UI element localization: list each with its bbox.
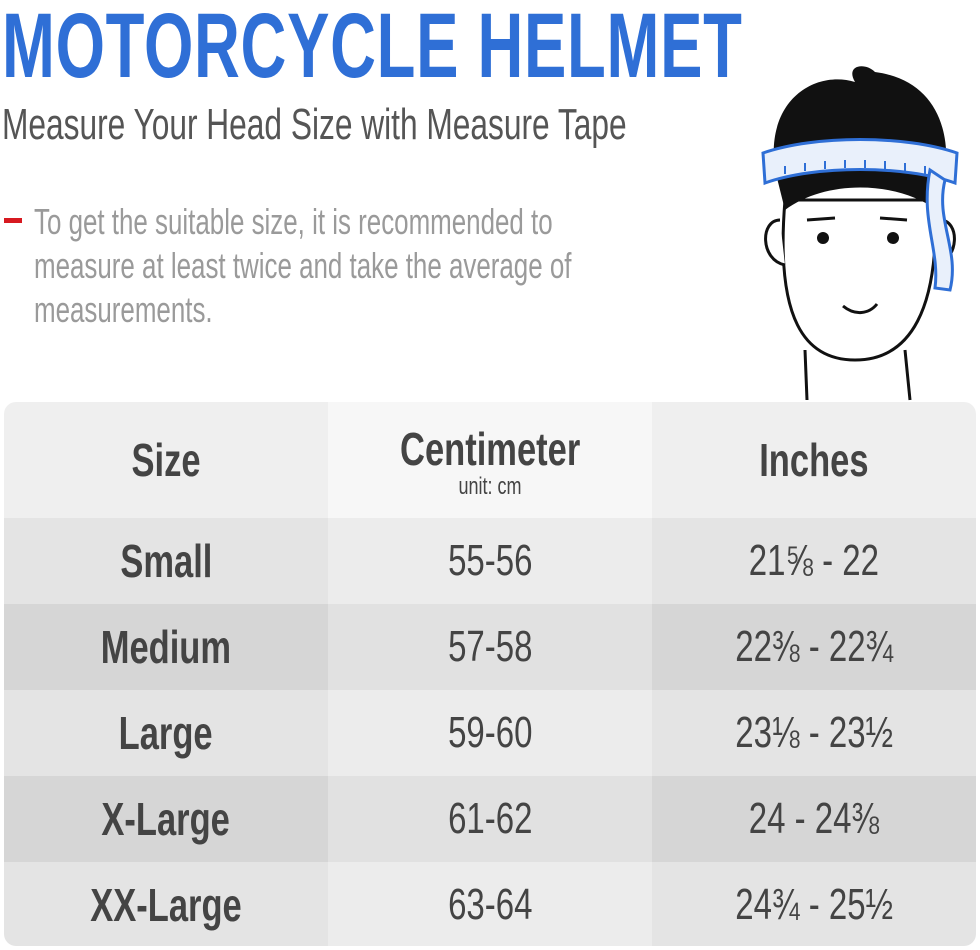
table-cell: 22⅜ - 22¾ [652,604,976,690]
column-unit: unit: cm [458,473,522,500]
table-cell: X-Large [4,776,328,862]
size-label: X-Large [101,793,231,845]
table-cell: 55-56 [328,518,652,604]
column-label: Centimeter [399,423,581,475]
measure-value: 23⅛ - 23½ [735,708,893,757]
size-label: Large [119,707,213,759]
measure-value: 57-58 [447,622,533,671]
size-label: Small [119,535,213,587]
measure-value: 61-62 [447,794,533,843]
table-cell: 59-60 [328,690,652,776]
header-cell: Centimeter unit: cm [328,402,652,518]
table-cell: 57-58 [328,604,652,690]
head-illustration [761,66,959,401]
measure-value: 55-56 [447,536,533,585]
table-cell: 24¾ - 25½ [652,862,976,946]
table-cell: 24 - 24⅜ [652,776,976,862]
measure-value: 63-64 [447,880,533,929]
table-cell: 21⅝ - 22 [652,518,976,604]
header-row: Size Centimeter unit: cm Inches [4,402,976,518]
column-label: Size [131,434,201,486]
table-row: Medium 57-58 22⅜ - 22¾ [4,604,976,690]
table-row: XX-Large 63-64 24¾ - 25½ [4,862,976,946]
subtitle: Measure Your Head Size with Measure Tape [2,100,627,149]
size-table: Size Centimeter unit: cm Inches Small 55-56 21… [4,402,976,946]
table-cell: 63-64 [328,862,652,946]
table-row: Large 59-60 23⅛ - 23½ [4,690,976,776]
table-cell: Large [4,690,328,776]
table-cell: XX-Large [4,862,328,946]
size-label: XX-Large [90,879,242,931]
bullet [4,218,22,223]
table-row: Small 55-56 21⅝ - 22 [4,518,976,604]
measure-value: 22⅜ - 22¾ [735,622,893,671]
header-cell: Size [4,402,328,518]
measure-value: 24¾ - 25½ [735,880,893,929]
measure-value: 24 - 24⅜ [748,794,880,843]
title: MOTORCYCLE HELMET [2,0,743,97]
table-cell: 23⅛ - 23½ [652,690,976,776]
header-cell: Inches [652,402,976,518]
size-label: Medium [100,621,232,673]
note: To get the suitable size, it is recommen… [34,201,572,330]
table-row: X-Large 61-62 24 - 24⅜ [4,776,976,862]
table-cell: 61-62 [328,776,652,862]
measure-value: 59-60 [447,708,533,757]
table-cell: Small [4,518,328,604]
column-label: Inches [759,434,869,486]
table-cell: Medium [4,604,328,690]
measure-value: 21⅝ - 22 [748,536,880,585]
